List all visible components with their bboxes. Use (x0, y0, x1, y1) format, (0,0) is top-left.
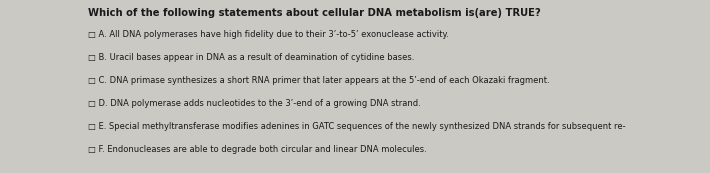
Text: □ C. DNA primase synthesizes a short RNA primer that later appears at the 5’-end: □ C. DNA primase synthesizes a short RNA… (88, 76, 550, 85)
Text: □ A. All DNA polymerases have high fidelity due to their 3’-to-5’ exonuclease ac: □ A. All DNA polymerases have high fidel… (88, 30, 449, 39)
Text: □ D. DNA polymerase adds nucleotides to the 3’-end of a growing DNA strand.: □ D. DNA polymerase adds nucleotides to … (88, 99, 421, 108)
Text: □ E. Special methyltransferase modifies adenines in GATC sequences of the newly : □ E. Special methyltransferase modifies … (88, 122, 626, 131)
Text: Which of the following statements about cellular DNA metabolism is(are) TRUE?: Which of the following statements about … (88, 8, 541, 18)
Text: □ F. Endonucleases are able to degrade both circular and linear DNA molecules.: □ F. Endonucleases are able to degrade b… (88, 145, 427, 154)
Text: □ B. Uracil bases appear in DNA as a result of deamination of cytidine bases.: □ B. Uracil bases appear in DNA as a res… (88, 53, 415, 62)
